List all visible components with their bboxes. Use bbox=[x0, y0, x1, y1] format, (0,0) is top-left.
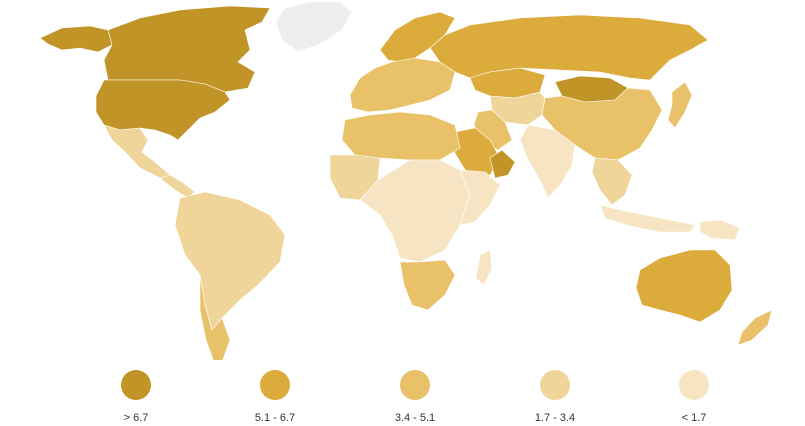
region-north-africa[interactable] bbox=[341, 111, 461, 161]
legend-label: > 6.7 bbox=[123, 412, 149, 424]
region-papua[interactable] bbox=[699, 219, 741, 241]
region-south-africa[interactable] bbox=[399, 259, 456, 311]
region-southeast-asia[interactable] bbox=[591, 157, 633, 206]
legend-swatch bbox=[121, 370, 151, 400]
region-madagascar[interactable] bbox=[475, 249, 493, 286]
region-mexico[interactable] bbox=[103, 124, 171, 179]
legend-swatch bbox=[260, 370, 290, 400]
region-united-states[interactable] bbox=[95, 79, 231, 141]
legend-item: 1.7 - 3.4 bbox=[495, 370, 615, 424]
legend-label: < 1.7 bbox=[681, 412, 707, 424]
region-europe-west[interactable] bbox=[349, 57, 456, 113]
region-chile-argentina[interactable] bbox=[199, 274, 231, 360]
world-map bbox=[39, 1, 773, 360]
region-alaska[interactable] bbox=[39, 25, 113, 53]
region-south-america[interactable] bbox=[174, 191, 286, 331]
legend-item: < 1.7 bbox=[634, 370, 754, 424]
legend-label: 3.4 - 5.1 bbox=[394, 412, 436, 424]
legend-swatch bbox=[679, 370, 709, 400]
legend-swatch bbox=[400, 370, 430, 400]
legend-item: 5.1 - 6.7 bbox=[215, 370, 335, 424]
region-australia[interactable] bbox=[635, 249, 733, 323]
region-japan[interactable] bbox=[667, 81, 693, 129]
region-greenland[interactable] bbox=[275, 1, 353, 53]
region-east-africa[interactable] bbox=[459, 169, 501, 226]
region-central-america[interactable] bbox=[159, 174, 196, 199]
legend-item: > 6.7 bbox=[76, 370, 196, 424]
legend-swatch bbox=[540, 370, 570, 400]
legend-item: 3.4 - 5.1 bbox=[355, 370, 475, 424]
world-map-svg bbox=[39, 1, 773, 360]
legend-label: 1.7 - 3.4 bbox=[534, 412, 576, 424]
region-indonesia[interactable] bbox=[599, 204, 696, 233]
legend: > 6.7 5.1 - 6.7 3.4 - 5.1 1.7 - 3.4 < 1.… bbox=[0, 360, 805, 426]
region-oman[interactable] bbox=[489, 149, 516, 179]
region-new-zealand[interactable] bbox=[737, 309, 773, 346]
region-russia[interactable] bbox=[429, 14, 709, 81]
region-saudi-arabia[interactable] bbox=[451, 127, 501, 181]
region-canada[interactable] bbox=[103, 5, 271, 93]
legend-label: 5.1 - 6.7 bbox=[254, 412, 296, 424]
region-india[interactable] bbox=[519, 124, 576, 199]
